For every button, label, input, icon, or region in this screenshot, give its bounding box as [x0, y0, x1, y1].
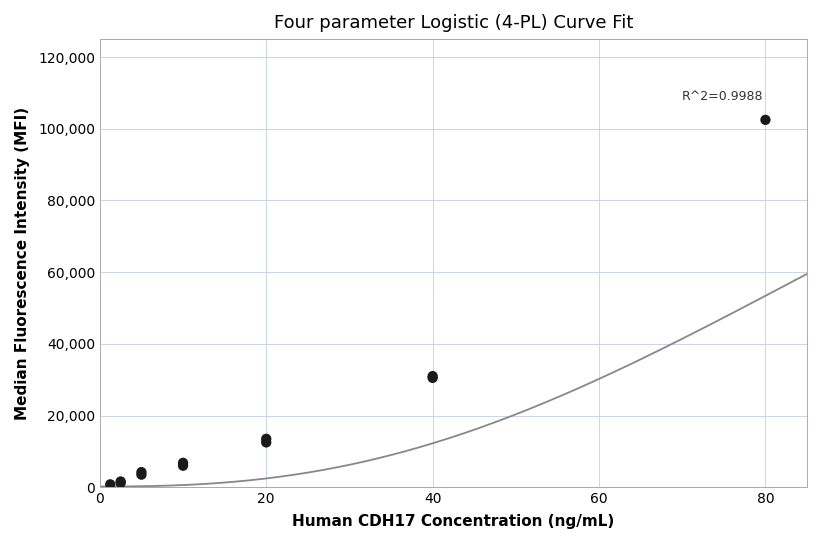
Point — [135, 470, 148, 479]
Title: Four parameter Logistic (4-PL) Curve Fit: Four parameter Logistic (4-PL) Curve Fit — [274, 14, 633, 32]
Point — [426, 374, 439, 382]
X-axis label: Human CDH17 Concentration (ng/mL): Human CDH17 Concentration (ng/mL) — [292, 515, 615, 529]
Point — [759, 115, 772, 124]
Point — [114, 478, 127, 487]
Text: R^2=0.9988: R^2=0.9988 — [682, 90, 764, 103]
Point — [135, 468, 148, 477]
Point — [260, 438, 273, 447]
Point — [114, 477, 127, 486]
Point — [103, 480, 116, 489]
Y-axis label: Median Fluorescence Intensity (MFI): Median Fluorescence Intensity (MFI) — [15, 106, 30, 420]
Point — [176, 461, 190, 470]
Point — [260, 435, 273, 444]
Point — [426, 372, 439, 381]
Point — [176, 458, 190, 467]
